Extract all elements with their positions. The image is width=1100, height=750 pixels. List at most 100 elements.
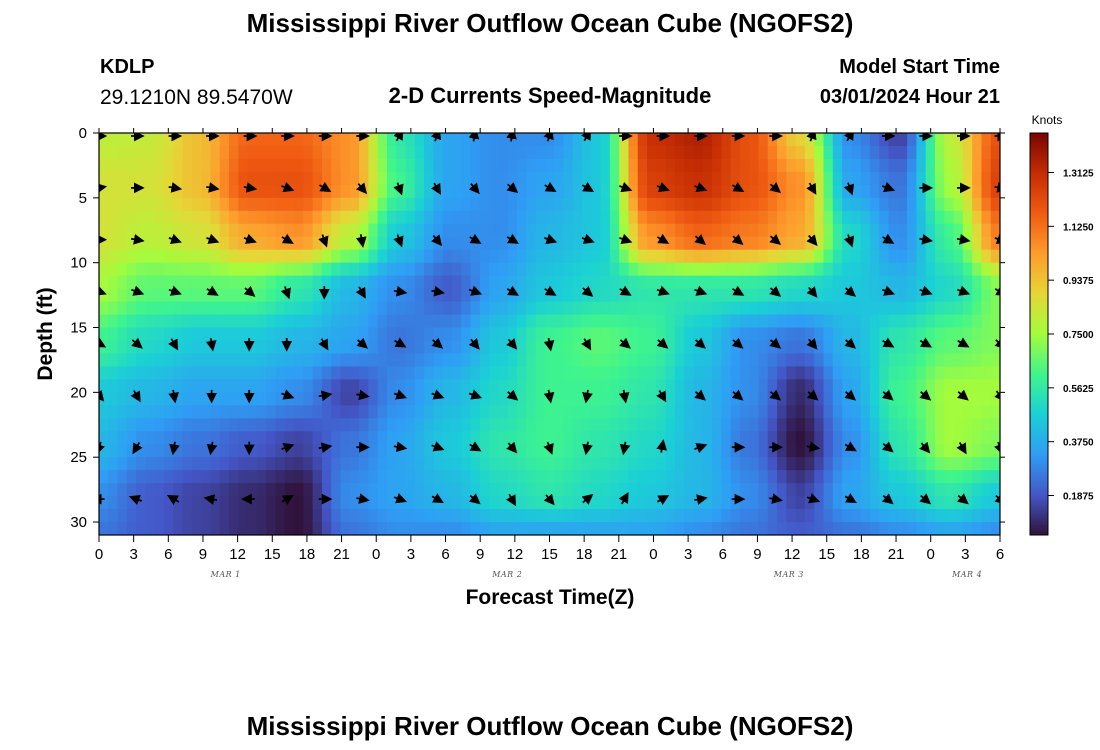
heatmap-cell xyxy=(851,158,862,173)
heatmap-cell xyxy=(907,171,917,186)
heatmap-cell xyxy=(786,392,797,406)
heatmap-cell xyxy=(628,366,639,380)
heatmap-cell xyxy=(842,210,852,225)
heatmap-cell xyxy=(674,366,685,380)
heatmap-cell xyxy=(182,314,193,329)
heatmap-cell xyxy=(526,418,537,432)
heatmap-cell xyxy=(544,470,555,484)
heatmap-cell xyxy=(656,418,667,432)
heatmap-cell xyxy=(414,223,425,238)
heatmap-cell xyxy=(832,509,843,523)
heatmap-cell xyxy=(749,301,760,316)
heatmap-cell xyxy=(851,288,862,303)
heatmap-cell xyxy=(591,340,602,355)
heatmap-cell xyxy=(266,522,277,535)
heatmap-cell xyxy=(990,133,1000,147)
heatmap-cell xyxy=(377,275,388,290)
heatmap-cell xyxy=(201,340,212,355)
heatmap-cell xyxy=(637,470,648,484)
heatmap-cell xyxy=(600,366,611,380)
heatmap-cell xyxy=(535,158,546,173)
heatmap-cell xyxy=(349,509,360,523)
heatmap-cell xyxy=(916,405,927,419)
heatmap-cell xyxy=(832,223,843,238)
heatmap-cell xyxy=(442,158,453,173)
y-tick-label: 20 xyxy=(70,384,87,401)
heatmap-cell xyxy=(266,444,277,458)
heatmap-cell xyxy=(879,171,890,186)
heatmap-cell xyxy=(962,145,973,160)
current-arrow xyxy=(206,233,220,244)
heatmap-cell xyxy=(516,288,527,303)
heatmap-cell xyxy=(303,133,314,147)
heatmap-cell xyxy=(563,522,574,535)
heatmap-cell xyxy=(572,405,583,419)
heatmap-cell xyxy=(619,366,630,380)
heatmap-cell xyxy=(210,223,221,238)
heatmap-cell xyxy=(869,392,880,406)
heatmap-cell xyxy=(684,457,695,471)
heatmap-cell xyxy=(321,133,332,147)
heatmap-cell xyxy=(451,392,462,406)
heatmap-cell xyxy=(591,483,602,497)
heatmap-cell xyxy=(907,184,917,199)
heatmap-cell xyxy=(108,483,119,497)
heatmap-cell xyxy=(145,145,156,160)
heatmap-cell xyxy=(981,470,992,484)
heatmap-cell xyxy=(981,262,992,277)
heatmap-cell xyxy=(359,314,369,329)
heatmap-cell xyxy=(823,392,834,406)
heatmap-cell xyxy=(665,522,676,535)
heatmap-cell xyxy=(934,145,945,160)
heatmap-cell xyxy=(303,262,314,277)
heatmap-cell xyxy=(925,210,936,225)
heatmap-cell xyxy=(414,418,425,432)
current-arrow xyxy=(468,133,480,142)
heatmap-cell xyxy=(479,444,490,458)
heatmap-cell xyxy=(164,249,174,264)
heatmap-cell xyxy=(962,353,973,368)
heatmap-cell xyxy=(386,184,397,199)
heatmap-cell xyxy=(117,262,128,277)
heatmap-cell xyxy=(786,314,797,329)
heatmap-cell xyxy=(377,249,388,264)
heatmap-cell xyxy=(981,223,992,238)
heatmap-cell xyxy=(628,275,639,290)
heatmap-cell xyxy=(516,522,527,535)
heatmap-cell xyxy=(535,379,546,393)
heatmap-cell xyxy=(637,197,648,212)
heatmap-cell xyxy=(990,509,1000,523)
heatmap-cell xyxy=(498,418,509,432)
heatmap-cell xyxy=(126,457,137,471)
current-arrow xyxy=(656,439,668,453)
heatmap-cell xyxy=(164,301,174,316)
heatmap-cell xyxy=(414,457,425,471)
heatmap-cell xyxy=(981,431,992,445)
heatmap-cell xyxy=(238,301,249,316)
heatmap-cell xyxy=(526,275,537,290)
heatmap-cell xyxy=(804,340,815,355)
heatmap-cell xyxy=(712,236,722,251)
heatmap-cell xyxy=(944,249,955,264)
heatmap-cell xyxy=(786,158,797,173)
heatmap-cell xyxy=(888,340,899,355)
heatmap-cell xyxy=(489,418,500,432)
heatmap-cell xyxy=(99,158,109,173)
heatmap-cell xyxy=(674,171,685,186)
heatmap-cell xyxy=(526,301,537,316)
heatmap-cell xyxy=(479,262,490,277)
heatmap-cell xyxy=(173,158,184,173)
heatmap-cell xyxy=(386,366,397,380)
heatmap-cell xyxy=(721,288,732,303)
heatmap-cell xyxy=(349,262,360,277)
heatmap-cell xyxy=(647,314,657,329)
heatmap-cell xyxy=(349,145,360,160)
heatmap-cell xyxy=(266,275,277,290)
heatmap-cell xyxy=(191,418,202,432)
heatmap-cell xyxy=(229,483,239,497)
heatmap-cell xyxy=(442,483,453,497)
heatmap-cell xyxy=(795,262,806,277)
heatmap-cell xyxy=(572,457,583,471)
heatmap-cell xyxy=(972,366,983,380)
x-tick-label: 18 xyxy=(576,546,593,563)
